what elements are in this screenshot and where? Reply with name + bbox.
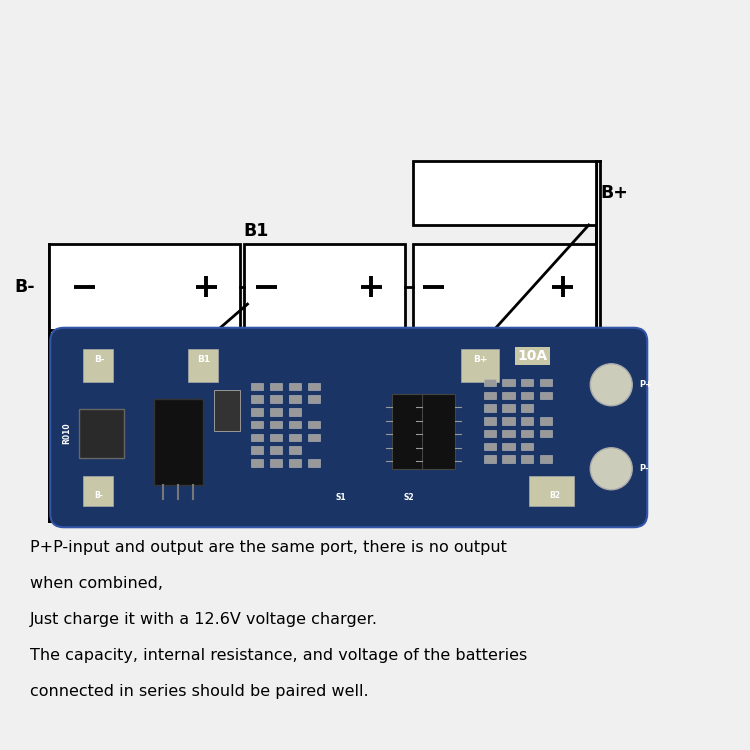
Text: S1: S1	[336, 493, 346, 502]
Bar	[154, 399, 203, 485]
Bar	[308, 433, 320, 441]
Bar	[484, 417, 496, 424]
Bar	[251, 433, 263, 441]
Bar	[503, 417, 515, 424]
Text: B-: B-	[15, 278, 35, 296]
Bar	[270, 446, 282, 454]
Bar	[484, 404, 496, 412]
Text: Just charge it with a 12.6V voltage charger.: Just charge it with a 12.6V voltage char…	[30, 612, 378, 627]
Bar	[251, 421, 263, 428]
Bar	[484, 442, 496, 450]
Bar	[540, 379, 552, 386]
Bar	[289, 459, 301, 466]
Bar	[540, 392, 552, 399]
Bar	[540, 430, 552, 437]
Bar	[270, 459, 282, 466]
Bar	[49, 244, 240, 330]
Bar	[521, 392, 533, 399]
Bar	[270, 395, 282, 403]
Bar	[529, 476, 574, 506]
Bar	[289, 408, 301, 416]
Text: 10A: 10A	[518, 350, 548, 363]
Text: B+: B+	[472, 356, 488, 364]
Circle shape	[590, 448, 632, 490]
Bar	[308, 421, 320, 428]
Text: B2: B2	[409, 334, 434, 352]
Bar	[214, 390, 240, 431]
Bar	[82, 349, 112, 382]
Text: P+: P+	[640, 380, 652, 389]
Bar	[484, 455, 496, 463]
Bar	[270, 433, 282, 441]
Bar	[289, 433, 301, 441]
Bar	[188, 349, 218, 382]
Bar	[244, 244, 405, 330]
Bar	[503, 442, 515, 450]
Bar	[308, 459, 320, 466]
Bar	[503, 455, 515, 463]
Bar	[79, 409, 124, 458]
Text: The capacity, internal resistance, and voltage of the batteries: The capacity, internal resistance, and v…	[30, 648, 527, 663]
Bar	[413, 244, 596, 330]
Bar	[289, 446, 301, 454]
Bar	[308, 395, 320, 403]
Bar	[289, 382, 301, 390]
Circle shape	[590, 364, 632, 406]
Bar	[422, 394, 455, 469]
Text: R010: R010	[62, 422, 71, 444]
Bar	[540, 417, 552, 424]
Text: B1: B1	[244, 222, 269, 240]
Bar	[251, 395, 263, 403]
Bar	[503, 404, 515, 412]
Bar	[484, 379, 496, 386]
Text: B1: B1	[197, 356, 211, 364]
Bar	[270, 408, 282, 416]
Text: B-: B-	[94, 356, 104, 364]
Bar	[308, 382, 320, 390]
FancyBboxPatch shape	[50, 328, 647, 527]
Text: B2: B2	[550, 490, 560, 500]
Bar	[392, 394, 425, 469]
Bar	[461, 349, 499, 382]
Bar	[521, 417, 533, 424]
Bar	[521, 430, 533, 437]
Bar	[484, 392, 496, 399]
Bar	[251, 408, 263, 416]
Text: B+: B+	[600, 184, 628, 202]
Bar	[270, 421, 282, 428]
Bar	[251, 382, 263, 390]
Bar	[484, 430, 496, 437]
Bar	[503, 430, 515, 437]
Bar	[289, 421, 301, 428]
Text: S2: S2	[404, 493, 414, 502]
Text: B-: B-	[94, 490, 104, 500]
Bar	[503, 379, 515, 386]
Bar	[540, 455, 552, 463]
Text: when combined,: when combined,	[30, 576, 163, 591]
Bar	[413, 161, 596, 225]
Bar	[82, 476, 112, 506]
Bar	[521, 442, 533, 450]
Bar	[270, 382, 282, 390]
Text: P-: P-	[640, 464, 650, 473]
Bar	[521, 404, 533, 412]
Bar	[289, 395, 301, 403]
Text: connected in series should be paired well.: connected in series should be paired wel…	[30, 684, 369, 699]
Bar	[521, 379, 533, 386]
Text: P+P-input and output are the same port, there is no output: P+P-input and output are the same port, …	[30, 540, 507, 555]
Bar	[251, 446, 263, 454]
Bar	[521, 455, 533, 463]
Bar	[251, 459, 263, 466]
Bar	[503, 392, 515, 399]
